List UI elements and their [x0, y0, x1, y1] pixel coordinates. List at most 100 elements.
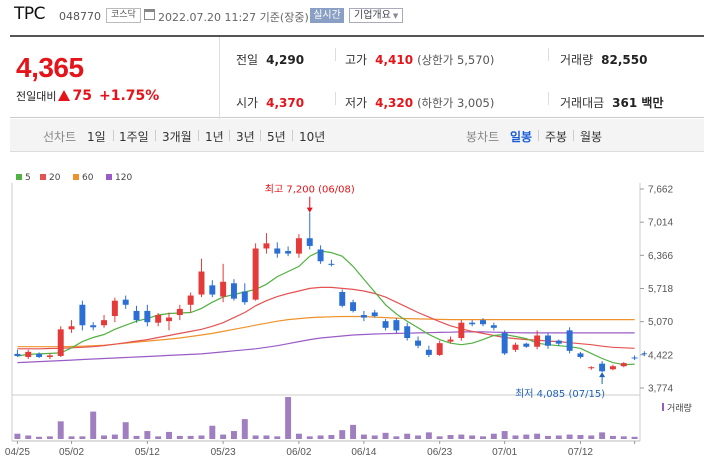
- period-5y[interactable]: 5년: [267, 130, 286, 144]
- low-arrow-head: [599, 372, 606, 378]
- volume-bar: [155, 436, 162, 439]
- volume-bar: [501, 431, 508, 439]
- volume-bar: [220, 434, 227, 439]
- volume-bar: [436, 436, 443, 439]
- period-3m[interactable]: 3개월: [162, 130, 192, 144]
- volume-bar: [555, 435, 562, 439]
- period-10y[interactable]: 10년: [299, 130, 326, 144]
- volume-bar: [14, 433, 21, 439]
- volume-bar: [609, 435, 616, 439]
- volume-bar: [317, 435, 324, 439]
- volume-bar: [371, 435, 378, 439]
- volume-bar: [36, 436, 43, 439]
- candle-body: [555, 340, 562, 344]
- stock-header: TPC 048770 코스닥 2022.07.20 11:27 기준(장중) 실…: [0, 0, 704, 30]
- open-value: 4,370: [266, 96, 305, 110]
- volume-bar: [252, 435, 259, 439]
- open-price: 시가 4,370: [236, 94, 304, 111]
- divider: [548, 48, 549, 61]
- candle-body: [198, 271, 205, 295]
- candle-body: [490, 325, 497, 328]
- trade-value-label: 거래대금: [560, 96, 605, 110]
- company-info-label: 기업개요: [354, 10, 391, 21]
- volume-bar: [68, 436, 75, 439]
- period-monthly[interactable]: 월봉: [580, 130, 603, 144]
- company-info-dropdown[interactable]: 기업개요 ▼: [349, 8, 403, 23]
- candle-body: [317, 249, 324, 262]
- volume-bar: [393, 436, 400, 439]
- y-tick-label: 7,014: [648, 218, 673, 229]
- y-tick-label: 3,774: [648, 384, 673, 395]
- x-tick-label: 06/14: [351, 447, 376, 458]
- candle-body: [382, 321, 389, 328]
- legend-swatch: [106, 174, 112, 180]
- candle-body: [274, 248, 281, 254]
- candle-body: [609, 366, 616, 370]
- volume: 거래량 82,550: [560, 51, 647, 68]
- period-1d[interactable]: 1일: [87, 130, 106, 144]
- period-daily[interactable]: 일봉: [510, 130, 533, 144]
- period-1w[interactable]: 1주일: [119, 130, 149, 144]
- divider: [229, 130, 230, 141]
- legend-label: 120: [115, 173, 133, 183]
- price-chart[interactable]: 5 20 60 120 7,662 7,014 6,366 5,718 5,070 4,4…: [0, 165, 704, 468]
- volume-bar: [458, 434, 465, 439]
- calendar-icon: [144, 9, 155, 20]
- candle-body: [436, 343, 443, 355]
- divider: [548, 92, 549, 105]
- period-1y[interactable]: 1년: [205, 130, 224, 144]
- x-tick-label: 05/12: [135, 447, 160, 458]
- volume-bar: [111, 434, 118, 439]
- trade-value-value: 361 백만: [612, 96, 664, 110]
- volume-bar: [57, 421, 64, 439]
- volume-bar: [133, 435, 140, 439]
- volume-bar: [295, 433, 302, 439]
- period-weekly[interactable]: 주봉: [545, 130, 568, 144]
- high-annotation: 최고 7,200 (06/08): [265, 184, 355, 196]
- volume-bar: [166, 431, 172, 439]
- x-tick-label: 06/02: [286, 447, 311, 458]
- y-tick-label: 5,070: [648, 317, 673, 328]
- trade-value: 거래대금 361 백만: [560, 94, 663, 111]
- volume-bar: [620, 436, 627, 439]
- y-tick-label: 6,366: [648, 251, 673, 262]
- volume-bar: [469, 435, 476, 439]
- volume-bar: [122, 422, 129, 439]
- candle-body: [230, 283, 237, 299]
- candle-body: [328, 263, 335, 265]
- candle-body: [14, 353, 21, 356]
- stock-code: 048770: [59, 10, 101, 23]
- low-annotation: 최저 4,085 (07/15): [515, 388, 605, 400]
- legend-ma60: 60: [73, 173, 93, 183]
- candle-body: [36, 353, 43, 357]
- candle-body: [176, 308, 183, 316]
- candle-body: [306, 238, 313, 246]
- volume-bar: [90, 411, 97, 439]
- x-tick-label: 07/01: [492, 447, 517, 458]
- high-value: 4,410: [375, 53, 414, 67]
- volume-bar: [241, 419, 248, 439]
- lower-limit: (하한가 3,005): [417, 96, 495, 110]
- candle-body: [588, 367, 595, 369]
- candle-body: [111, 300, 118, 317]
- volume-bar: [274, 436, 281, 439]
- candle-body: [534, 335, 541, 347]
- divider: [538, 130, 539, 141]
- ma120-line: [17, 331, 635, 364]
- x-tick-label: 06/23: [427, 447, 452, 458]
- period-3y[interactable]: 3년: [236, 130, 255, 144]
- candle-body: [577, 353, 584, 357]
- candle-body: [425, 349, 432, 355]
- volume-bar: [544, 435, 551, 439]
- candle-body: [523, 343, 530, 347]
- realtime-button[interactable]: 실시간: [310, 8, 344, 23]
- volume-bar: [480, 436, 486, 439]
- high-label: 고가: [345, 53, 368, 67]
- divider: [155, 130, 156, 141]
- candle-body: [122, 299, 129, 305]
- candle-body: [350, 302, 357, 311]
- volume-bar: [144, 431, 151, 439]
- candle-body: [404, 326, 411, 339]
- divider: [198, 130, 199, 141]
- divider: [260, 130, 261, 141]
